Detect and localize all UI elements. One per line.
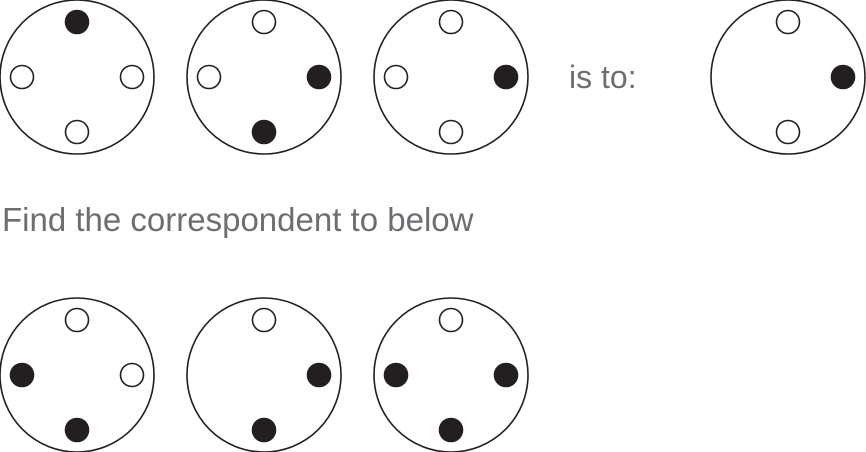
example-figure-1-dot-bottom-empty [64, 119, 90, 145]
question-figure-3-dot-left-filled [383, 362, 409, 388]
question-figure-2-dot-right-filled [306, 362, 332, 388]
example-figure-3-dot-bottom-empty [438, 119, 464, 145]
question-figure-1 [0, 297, 155, 452]
question-figure-1-outline [0, 297, 155, 452]
example-figure-2-dot-left-empty [196, 64, 222, 90]
question-figure-3-dot-right-filled [493, 362, 519, 388]
question-figure-2-dot-bottom-filled [251, 417, 277, 443]
instruction-label: Find the correspondent to below [2, 201, 474, 238]
relation-label: is to: [569, 59, 637, 95]
example-figure-1-dot-right-empty [119, 64, 145, 90]
example-figure-2-outline [186, 0, 342, 155]
question-figure-1-dot-left-filled [9, 362, 35, 388]
question-figure-1-dot-bottom-filled [64, 417, 90, 443]
question-figure-1-dot-top-empty [64, 307, 90, 333]
example-figure-3-dot-right-filled [493, 64, 519, 90]
example-figure-2 [186, 0, 342, 155]
question-figure-2-dot-top-empty [251, 307, 277, 333]
example-answer-figure-dot-bottom-empty [775, 119, 801, 145]
example-figure-2-dot-bottom-filled [251, 119, 277, 145]
example-figure-2-dot-right-filled [306, 64, 332, 90]
example-figure-1 [0, 0, 155, 155]
example-figure-1-dot-left-empty [9, 64, 35, 90]
example-figure-3-outline [373, 0, 529, 155]
question-figure-3 [373, 297, 529, 452]
example-answer-figure-outline [710, 0, 866, 155]
question-figure-1-dot-right-empty [119, 362, 145, 388]
question-figure-3-dot-bottom-filled [438, 417, 464, 443]
example-figure-3 [373, 0, 529, 155]
question-figure-3-dot-top-empty [438, 307, 464, 333]
example-figure-3-dot-left-empty [383, 64, 409, 90]
example-figure-2-dot-top-empty [251, 9, 277, 35]
question-figure-2 [186, 297, 342, 452]
example-answer-figure [710, 0, 866, 155]
question-figure-2-outline [186, 297, 342, 452]
example-figure-1-dot-top-filled [64, 9, 90, 35]
example-figure-1-outline [0, 0, 155, 155]
example-answer-figure-dot-right-filled [830, 64, 856, 90]
example-answer-figure-dot-top-empty [775, 9, 801, 35]
example-figure-3-dot-top-empty [438, 9, 464, 35]
question-figure-3-outline [373, 297, 529, 452]
